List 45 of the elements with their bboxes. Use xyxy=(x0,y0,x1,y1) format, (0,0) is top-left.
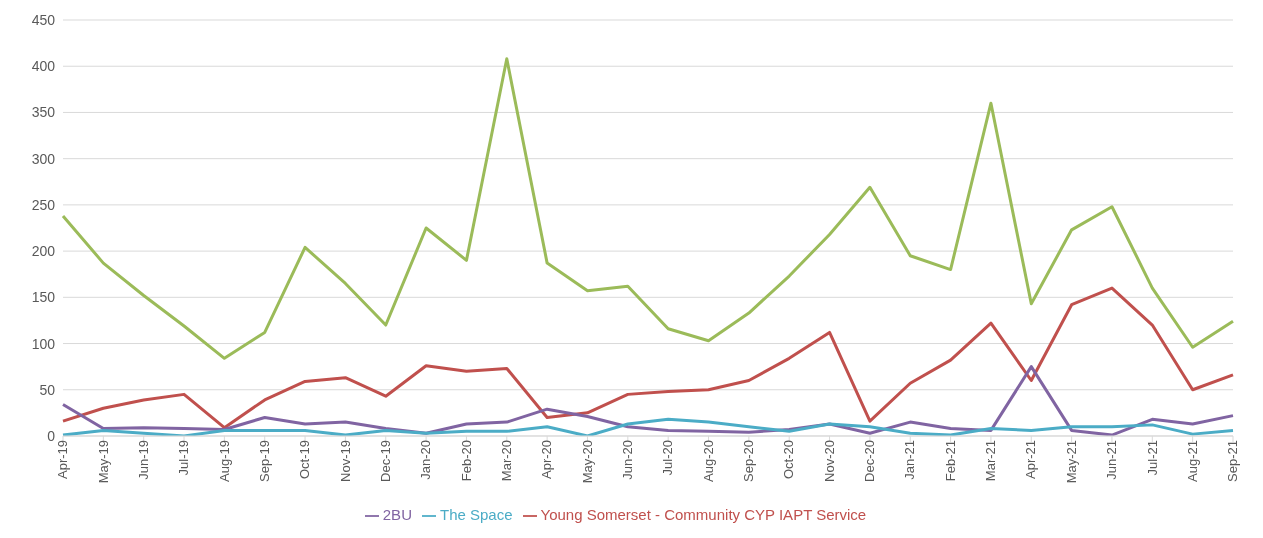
legend-label: 2BU xyxy=(382,505,412,523)
x-tick-label: Jun-19 xyxy=(135,439,151,480)
x-tick-label: Mar-21 xyxy=(983,439,999,482)
x-tick-label: Sep-21 xyxy=(1225,439,1241,482)
line-series xyxy=(61,57,1235,360)
x-tick-label: May-19 xyxy=(95,439,111,484)
line-series xyxy=(61,286,1235,430)
y-tick-label: 150 xyxy=(31,289,56,306)
y-tick-label: 200 xyxy=(31,243,56,260)
x-tick-label: Sep-20 xyxy=(741,439,757,482)
legend-label: The Space xyxy=(439,505,513,523)
x-tick-label: Sep-19 xyxy=(256,439,272,482)
x-tick-label: Jun-20 xyxy=(620,439,636,480)
x-tick-label: Aug-19 xyxy=(216,439,232,482)
x-tick-label: Nov-20 xyxy=(821,439,837,482)
x-tick-label: Jan-20 xyxy=(418,439,434,480)
y-tick-label: 250 xyxy=(31,196,56,213)
x-tick-label: May-21 xyxy=(1063,439,1079,484)
legend-label: Young Somerset - Community CYP IAPT Service xyxy=(540,505,867,523)
y-tick-label: 50 xyxy=(39,381,56,398)
x-tick-label: Jul-20 xyxy=(660,439,676,476)
x-tick-label: Nov-19 xyxy=(337,439,353,482)
x-tick-label: Aug-21 xyxy=(1184,439,1200,482)
x-tick-label: Apr-19 xyxy=(55,439,71,479)
x-tick-label: Oct-20 xyxy=(781,439,797,479)
x-tick-label: May-20 xyxy=(579,439,595,484)
x-tick-label: Jun-21 xyxy=(1104,439,1120,480)
y-tick-label: 350 xyxy=(31,104,56,121)
y-tick-label: 300 xyxy=(31,150,56,167)
x-tick-label: Dec-19 xyxy=(377,439,393,482)
x-tick-label: Apr-21 xyxy=(1023,439,1039,479)
x-tick-label: Oct-19 xyxy=(297,439,313,479)
y-tick-label: 450 xyxy=(31,11,56,28)
y-tick-label: 400 xyxy=(31,58,56,75)
x-tick-label: Feb-20 xyxy=(458,439,474,482)
x-tick-label: Mar-20 xyxy=(499,439,515,482)
x-tick-label: Jul-21 xyxy=(1144,439,1160,476)
y-tick-label: 100 xyxy=(31,335,56,352)
x-tick-label: Dec-20 xyxy=(862,439,878,482)
x-tick-label: Apr-20 xyxy=(539,439,555,479)
x-tick-label: Jan-21 xyxy=(902,439,918,480)
x-tick-label: Aug-20 xyxy=(700,439,716,482)
x-tick-label: Jul-19 xyxy=(176,439,192,476)
y-tick-label: 0 xyxy=(47,427,56,444)
x-tick-label: Feb-21 xyxy=(942,439,958,482)
